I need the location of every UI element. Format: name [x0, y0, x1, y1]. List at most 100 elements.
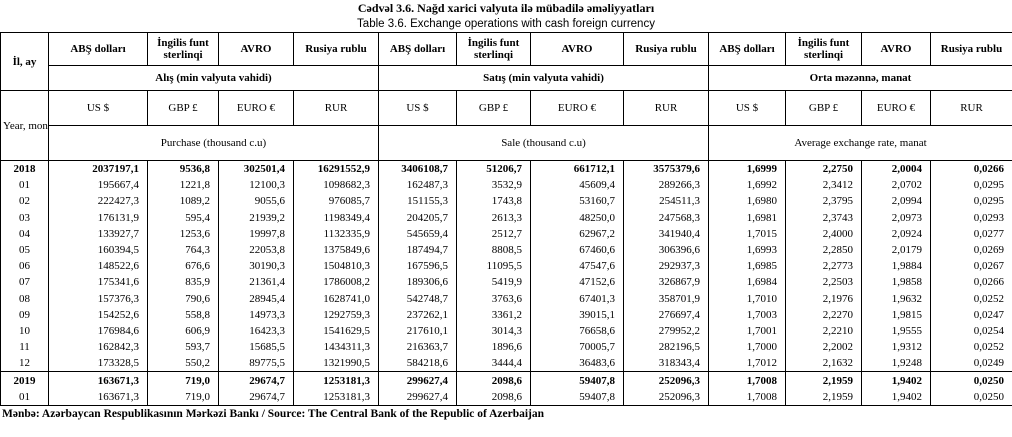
value-cell: 1,7008 — [708, 371, 786, 389]
value-cell: 133927,7 — [48, 225, 148, 242]
header-row: Alış (min valyuta vahidi) Satış (min valy… — [1, 65, 1012, 91]
value-cell: 1743,8 — [456, 193, 531, 210]
value-cell: 595,4 — [147, 209, 219, 226]
value-cell: 542748,7 — [378, 290, 457, 307]
value-cell: 45609,4 — [530, 177, 624, 194]
value-cell: 1,9555 — [861, 322, 931, 340]
value-cell: 790,6 — [147, 290, 219, 307]
value-cell: 1786008,2 — [293, 274, 379, 291]
currency-header: İngilis funt sterlinqi — [785, 32, 862, 66]
value-cell: 1098682,3 — [293, 177, 379, 194]
currency-code: RUR — [930, 90, 1012, 126]
currency-header: ABŞ dolları — [378, 32, 457, 66]
value-cell: 217610,1 — [378, 322, 457, 340]
value-cell: 154252,6 — [48, 306, 148, 323]
value-cell: 0,0267 — [930, 258, 1012, 275]
value-cell: 29674,7 — [218, 371, 294, 389]
value-cell: 36483,6 — [530, 355, 624, 372]
value-cell: 2,0004 — [861, 160, 931, 178]
value-cell: 176984,6 — [48, 322, 148, 340]
month-row: 02 222427,3 1089,2 9055,6 976085,7 151155,3 17… — [0, 193, 1012, 210]
value-cell: 326867,9 — [623, 274, 709, 291]
value-cell: 2,2270 — [785, 306, 862, 323]
value-cell: 160394,5 — [48, 241, 148, 259]
value-cell: 1132335,9 — [293, 225, 379, 242]
value-cell: 2,3412 — [785, 177, 862, 194]
value-cell: 0,0249 — [930, 355, 1012, 372]
value-cell: 2,2750 — [785, 160, 862, 178]
value-cell: 2,3743 — [785, 209, 862, 226]
period-cell: 02 — [0, 193, 49, 210]
value-cell: 0,0250 — [930, 388, 1012, 406]
month-row: 03 176131,9 595,4 21939,2 1198349,4 204205,7 2… — [0, 209, 1012, 226]
subtitle: Table 3.6. Exchange operations with cash… — [357, 18, 655, 30]
currency-header: AVRO — [530, 32, 624, 66]
value-cell: 22053,8 — [218, 241, 294, 259]
value-cell: 1541629,5 — [293, 322, 379, 340]
period-cell: 04 — [0, 225, 49, 242]
value-cell: 2,1959 — [785, 388, 862, 406]
value-cell: 306396,6 — [623, 241, 709, 259]
value-cell: 53160,7 — [530, 193, 624, 210]
value-cell: 0,0269 — [930, 241, 1012, 259]
period-header: İl, ay — [0, 32, 49, 91]
value-cell: 545659,4 — [378, 225, 457, 242]
value-cell: 2,0924 — [861, 225, 931, 242]
value-cell: 12100,3 — [218, 177, 294, 194]
value-cell: 719,0 — [147, 371, 219, 389]
value-cell: 1321990,5 — [293, 355, 379, 372]
value-cell: 0,0247 — [930, 306, 1012, 323]
value-cell: 1089,2 — [147, 193, 219, 210]
value-cell: 1,6984 — [708, 274, 786, 291]
value-cell: 2,2773 — [785, 258, 862, 275]
value-cell: 157376,3 — [48, 290, 148, 307]
currency-code: GBP £ — [147, 90, 219, 126]
value-cell: 0,0252 — [930, 339, 1012, 356]
header-row: Purchase (thousand c.u) Sale (thousand c.… — [1, 125, 1012, 161]
value-cell: 39015,1 — [530, 306, 624, 323]
value-cell: 163671,3 — [48, 371, 148, 389]
value-cell: 252096,3 — [623, 371, 709, 389]
value-cell: 47547,6 — [530, 258, 624, 275]
value-cell: 1504810,3 — [293, 258, 379, 275]
group-header: Alış (min valyuta vahidi) — [48, 65, 379, 91]
currency-header: Rusiya rublu — [293, 32, 379, 66]
value-cell: 1,9402 — [861, 371, 931, 389]
value-cell: 11095,5 — [456, 258, 531, 275]
period-cell: 09 — [0, 306, 49, 323]
value-cell: 302501,4 — [218, 160, 294, 178]
currency-code: US $ — [378, 90, 457, 126]
value-cell: 1,9632 — [861, 290, 931, 307]
value-cell: 204205,7 — [378, 209, 457, 226]
currency-header: Rusiya rublu — [930, 32, 1012, 66]
period-cell: 08 — [0, 290, 49, 307]
value-cell: 3763,6 — [456, 290, 531, 307]
period-cell: 03 — [0, 209, 49, 226]
currency-code: US $ — [708, 90, 786, 126]
month-row: 06 148522,6 676,6 30190,3 1504810,3 167596,5 1… — [0, 258, 1012, 275]
value-cell: 299627,4 — [378, 371, 457, 389]
value-cell: 276697,4 — [623, 306, 709, 323]
value-cell: 162487,3 — [378, 177, 457, 194]
value-cell: 0,0250 — [930, 371, 1012, 389]
month-row: 07 175341,6 835,9 21361,4 1786008,2 189306,6 5… — [0, 274, 1012, 291]
header-row: İl, ay ABŞ dolları İngilis funt sterlinqi A… — [0, 32, 1012, 91]
value-cell: 1,9402 — [861, 388, 931, 406]
currency-code: EURO € — [861, 90, 931, 126]
value-cell: 1,6999 — [708, 160, 786, 178]
currency-header: Rusiya rublu — [623, 32, 709, 66]
value-cell: 1,6985 — [708, 258, 786, 275]
value-cell: 189306,6 — [378, 274, 457, 291]
value-cell: 299627,4 — [378, 388, 457, 406]
month-row: 01 163671,3 719,0 29674,7 1253181,3 299627,4 2… — [0, 388, 1012, 406]
currency-code: EURO € — [530, 90, 624, 126]
period-cell: 2019 — [0, 371, 49, 389]
value-cell: 237262,1 — [378, 306, 457, 323]
value-cell: 70005,7 — [530, 339, 624, 356]
value-cell: 289266,3 — [623, 177, 709, 194]
footer-source: Mənbə: Azərbaycan Respublikasının Mərkəz… — [2, 407, 545, 420]
value-cell: 2098,6 — [456, 371, 531, 389]
period-cell: 01 — [0, 177, 49, 194]
currency-header: AVRO — [218, 32, 294, 66]
